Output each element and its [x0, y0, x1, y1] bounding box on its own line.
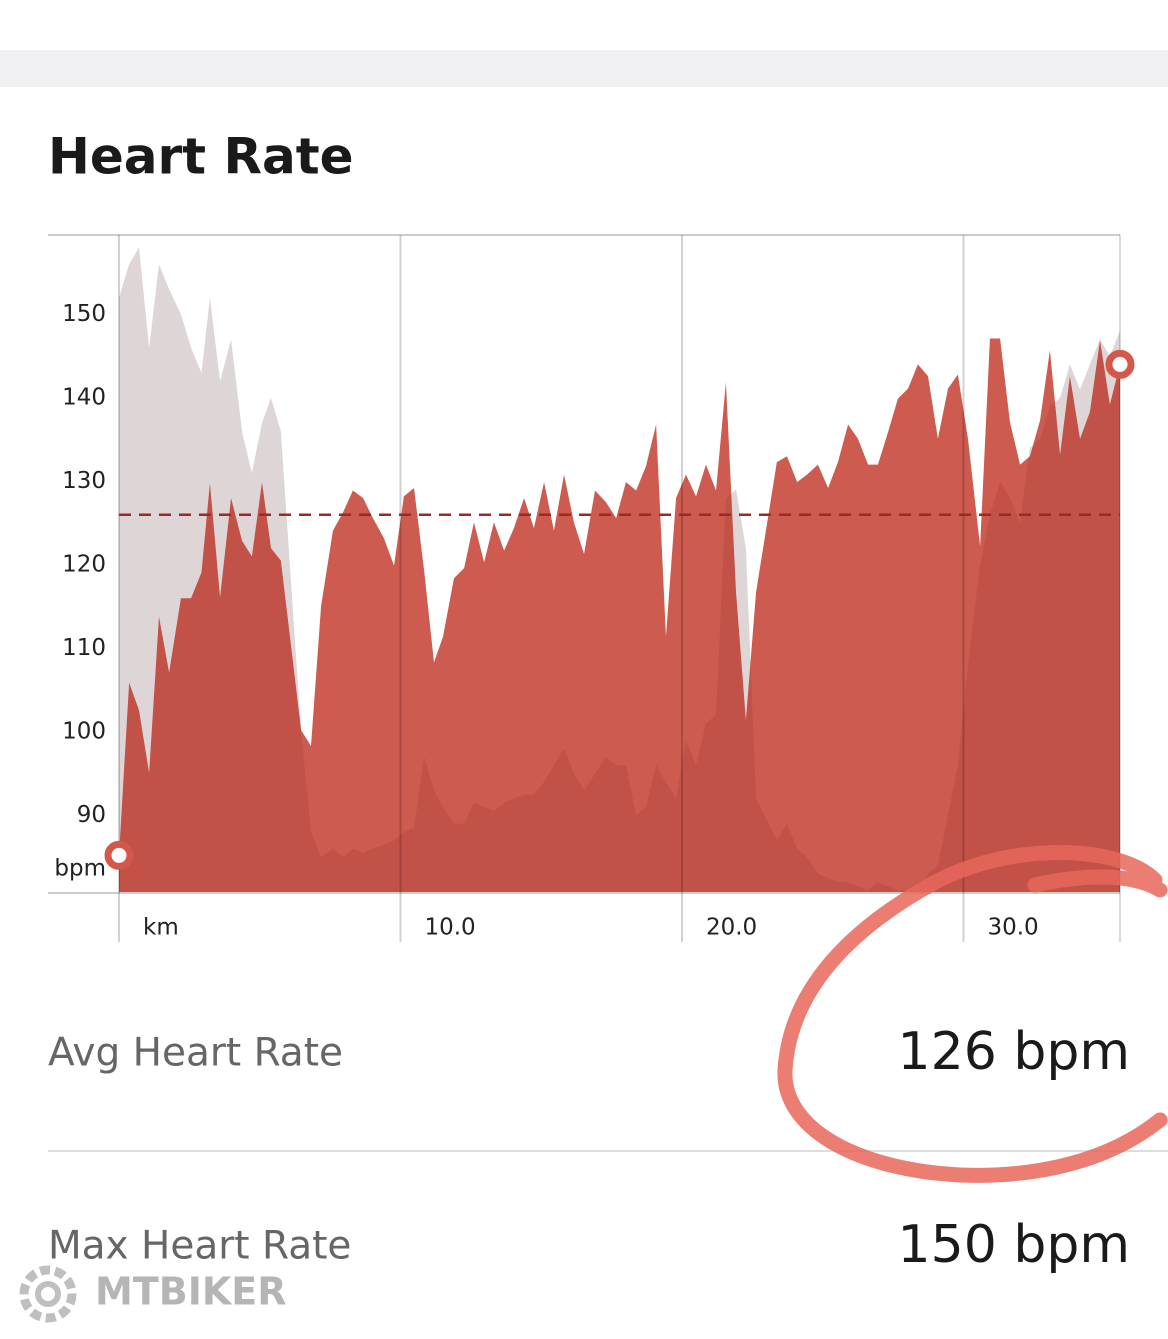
x-tick-label: 20.0: [706, 915, 757, 941]
endpoint-marker: [104, 840, 134, 870]
hand-drawn-circle: [777, 845, 1168, 1183]
y-tick-label: 150: [62, 301, 106, 327]
y-tick-label: 90: [77, 802, 106, 828]
x-tick-label: 10.0: [424, 915, 475, 941]
y-tick-label: 120: [62, 551, 106, 577]
top-band: [0, 50, 1168, 87]
stat-label: Max Heart Rate: [48, 1224, 351, 1269]
area-overlay: [119, 247, 1120, 893]
stat-value: 126 bpm: [898, 1022, 1130, 1082]
endpoint-marker: [1105, 349, 1135, 379]
title: Heart Rate: [48, 128, 354, 186]
y-tick-label: 100: [62, 718, 106, 744]
y-tick-label: 140: [62, 384, 106, 410]
x-tick-label: km: [143, 915, 179, 941]
y-tick-label: 130: [62, 468, 106, 494]
y-unit: bpm: [54, 856, 106, 882]
chart: km 10.0 20.0 30.0 90 100 110 120 130 140 150 bpm: [48, 234, 1135, 942]
watermark-icon: [19, 1265, 77, 1323]
watermark: MTBIKER: [95, 1270, 287, 1314]
area: [119, 338, 1120, 893]
stat-label: Avg Heart Rate: [48, 1031, 343, 1076]
stat-value: 150 bpm: [898, 1215, 1130, 1275]
y-tick-label: 110: [62, 635, 106, 661]
x-tick-label: 30.0: [987, 915, 1038, 941]
